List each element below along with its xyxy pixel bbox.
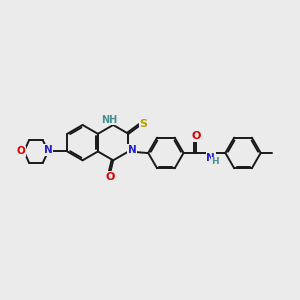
Text: O: O — [106, 172, 115, 182]
Text: N: N — [128, 145, 136, 155]
Text: O: O — [191, 131, 201, 141]
Text: O: O — [16, 146, 25, 157]
Text: H: H — [211, 157, 219, 166]
Text: NH: NH — [101, 115, 117, 125]
Text: N: N — [44, 145, 52, 155]
Text: S: S — [139, 119, 147, 129]
Text: N: N — [206, 153, 215, 163]
